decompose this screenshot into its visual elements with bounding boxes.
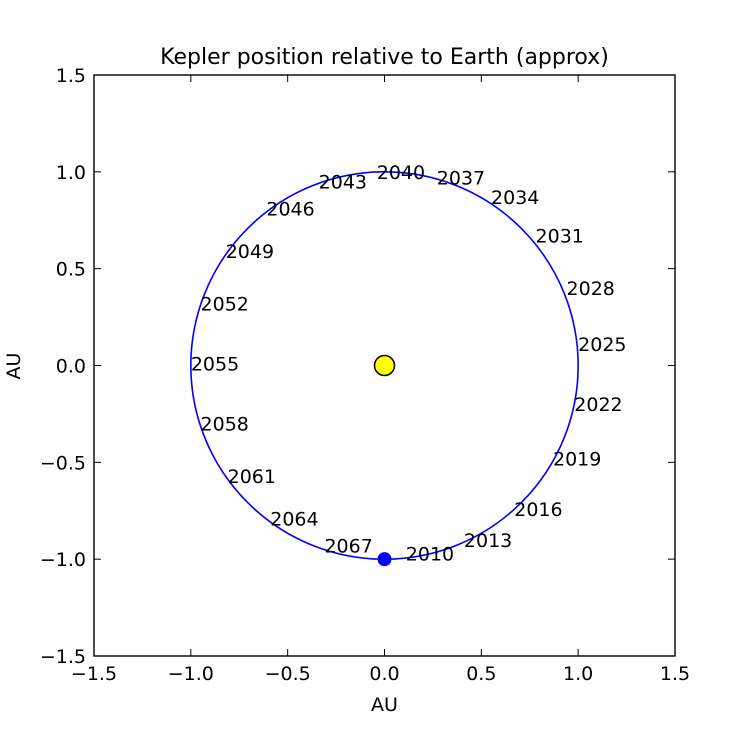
y-axis-label: AU (3, 353, 25, 380)
year-label-2013: 2013 (464, 530, 512, 552)
x-tick-label: 0.0 (369, 663, 399, 685)
y-tick-label: 0.5 (56, 259, 86, 281)
y-tick-label: 0.0 (56, 356, 86, 378)
axes: −1.5 −1.0 −0.5 0.0 0.5 1.0 1.5 −1.5 −1.0 −0.5 0.0 0… (40, 65, 690, 685)
year-label-2061: 2061 (228, 466, 276, 488)
year-label-2025: 2025 (578, 334, 626, 356)
y-tick-label: 1.5 (56, 65, 86, 87)
year-label-2055: 2055 (191, 354, 239, 376)
sun-marker (373, 354, 396, 377)
x-axis-label: AU (371, 694, 398, 716)
year-label-2022: 2022 (574, 394, 622, 416)
x-tick-label: −1.5 (71, 663, 117, 685)
x-tick-label: −1.0 (168, 663, 214, 685)
y-tick-label: −1.5 (40, 646, 86, 668)
year-label-2034: 2034 (491, 187, 539, 209)
x-tick-label: 1.0 (563, 663, 593, 685)
year-label-2028: 2028 (567, 278, 615, 300)
y-tick-label: 1.0 (56, 162, 86, 184)
x-tick-label: −0.5 (265, 663, 311, 685)
year-label-2019: 2019 (553, 448, 601, 470)
year-label-2049: 2049 (226, 241, 274, 263)
y-tick-label: −1.0 (40, 549, 86, 571)
chart-title: Kepler position relative to Earth (appro… (160, 45, 609, 70)
year-label-2016: 2016 (514, 499, 562, 521)
year-label-2037: 2037 (437, 168, 485, 190)
year-label-2058: 2058 (201, 414, 249, 436)
x-tick-label: 1.5 (660, 663, 690, 685)
year-label-2031: 2031 (536, 226, 584, 248)
kepler-position-marker (377, 552, 392, 567)
year-label-2040: 2040 (377, 162, 425, 184)
year-label-2064: 2064 (270, 508, 318, 530)
y-tick-label: −0.5 (40, 452, 86, 474)
year-label-2043: 2043 (319, 172, 367, 194)
year-label-2052: 2052 (201, 294, 249, 316)
year-label-2046: 2046 (266, 199, 314, 221)
x-tick-label: 0.5 (466, 663, 496, 685)
year-label-2067: 2067 (324, 536, 372, 558)
year-label-2010: 2010 (406, 543, 454, 565)
